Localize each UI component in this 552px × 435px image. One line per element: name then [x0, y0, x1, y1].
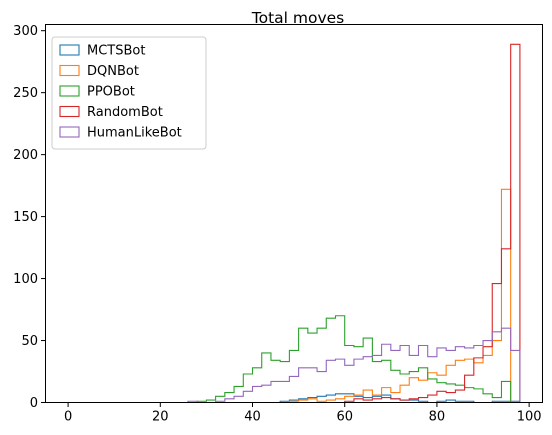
y-tick-label: 0	[30, 396, 38, 411]
x-tick-label: 40	[244, 410, 261, 425]
legend-box	[51, 36, 207, 150]
y-tick-label: 150	[13, 210, 38, 225]
series-step-humanlikebot	[68, 327, 521, 404]
legend-swatch-dqnbot	[59, 64, 80, 77]
legend-swatch-humanlikebot	[59, 126, 80, 138]
axis-layer: 0 20 40 60 80 100 0 50 100 150 200 250 300	[13, 24, 541, 424]
y-tick-label: 250	[13, 86, 38, 101]
legend-label-ppobot: PPOBot	[87, 85, 135, 100]
legend-label-humanlikebot: HumanLikeBot	[87, 126, 182, 141]
legend-swatch-randombot	[59, 105, 80, 118]
x-tick-label: 80	[429, 410, 446, 425]
chart-title: Total moves	[251, 9, 345, 27]
legend-swatch-ppobot	[59, 85, 80, 97]
y-tick-label: 200	[13, 148, 38, 163]
y-tick-label: 50	[21, 334, 38, 349]
legend: MCTSBot DQNBot PPOBot RandomBot HumanLikeBot	[51, 36, 207, 150]
series-step-ppobot	[68, 315, 520, 404]
y-tick-label: 100	[13, 272, 38, 287]
plot-frame	[45, 24, 543, 403]
legend-label-dqnbot: DQNBot	[87, 64, 139, 79]
series-step-dqnbot	[68, 188, 520, 404]
y-tick-label: 300	[13, 24, 38, 39]
x-tick-label: 0	[64, 410, 72, 425]
x-tick-label: 100	[517, 410, 542, 425]
series-layer	[68, 43, 521, 404]
x-tick-label: 60	[336, 410, 353, 425]
legend-label-mctsbot: MCTSBot	[87, 44, 145, 59]
legend-swatch-mctsbot	[59, 44, 80, 56]
legend-label-randombot: RandomBot	[87, 105, 163, 120]
x-tick-label: 20	[152, 410, 169, 425]
